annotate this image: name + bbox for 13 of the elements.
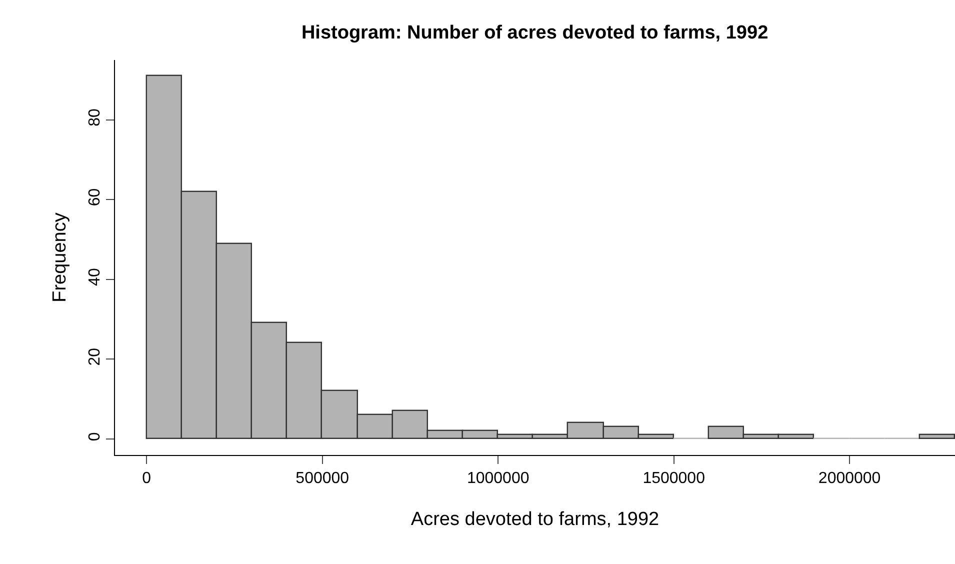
- y-tick-label: 40: [86, 268, 104, 286]
- x-tick-label: 0: [142, 470, 152, 488]
- y-axis-title: Frequency: [49, 212, 70, 302]
- x-axis-title: Acres devoted to farms, 1992: [410, 509, 660, 530]
- x-tick-label: 1000000: [466, 470, 530, 488]
- chart-title: Histogram: Number of acres devoted to farms, 1992: [301, 22, 768, 44]
- x-tick-label: 1500000: [642, 470, 706, 488]
- x-tick-label: 2000000: [818, 470, 881, 488]
- y-tick-label: 0: [86, 432, 104, 442]
- y-tick-label: 80: [86, 108, 104, 126]
- x-tick-label: 500000: [296, 470, 350, 488]
- y-tick-label: 20: [86, 348, 104, 366]
- y-tick-label: 60: [86, 188, 104, 206]
